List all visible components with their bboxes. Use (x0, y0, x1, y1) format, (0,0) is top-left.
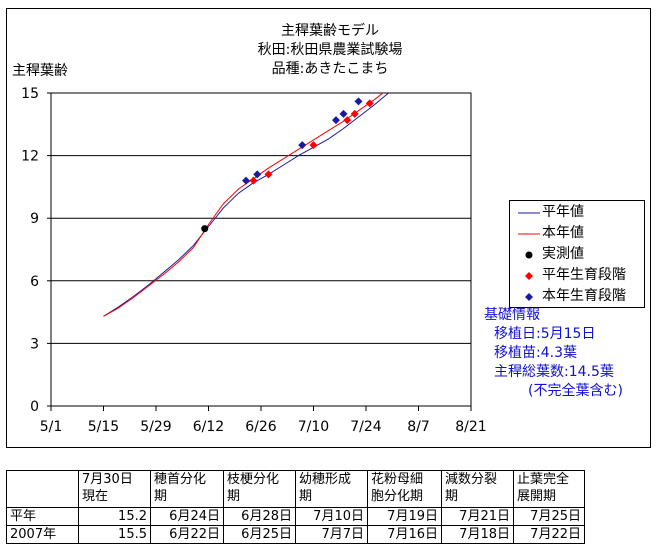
legend-label: 本年生育段階 (542, 288, 626, 304)
x-tick-label: 8/7 (407, 419, 430, 435)
stage-point (350, 109, 359, 118)
x-tick-label: 8/21 (455, 419, 486, 435)
table-header-cell: 7月30日 現在 (78, 470, 151, 508)
table-cell: 15.2 (78, 507, 151, 526)
table-header-cell: 止葉完全 展開期 (513, 470, 585, 508)
basic-info-line: 移植苗:4.3葉 (494, 345, 577, 361)
legend-line-swatch (518, 233, 540, 235)
x-tick-label: 5/15 (88, 419, 119, 435)
y-tick-label: 0 (30, 399, 39, 415)
growth-stage-table: 7月30日 現在 穂首分化 期 枝梗分化 期 幼穂形成 期 花粉母細 胞分化期 … (6, 470, 585, 544)
table-cell: 2007年 (6, 525, 79, 544)
table-cell: 7月19日 (367, 507, 442, 526)
table-header-cell: 幼穂形成 期 (295, 470, 368, 508)
table-row: 平年 15.2 6月24日 6月28日 7月10日 7月19日 7月21日 7月… (6, 507, 585, 526)
chart-title-line-2: 秋田:秋田県農業試験場 (257, 42, 403, 58)
leaf-age-chart: 0 3 6 9 12 15 5/1 5/15 5/29 6/12 6/26 7/10 7/24 8/7 8/… (21, 86, 487, 435)
table-header-cell: 花粉母細 胞分化期 (367, 470, 442, 508)
table-cell: 6月24日 (150, 507, 224, 526)
basic-info-line: 主稈総葉数:14.5葉 (494, 364, 614, 380)
legend-item-heinen-stage: 平年生育段階 (510, 266, 644, 284)
table-header-cell: 枝梗分化 期 (223, 470, 296, 508)
y-axis-label: 主稈葉齢 (12, 63, 68, 79)
legend-diamond-swatch (525, 272, 533, 280)
table-header-row: 7月30日 現在 穂首分化 期 枝梗分化 期 幼穂形成 期 花粉母細 胞分化期 … (6, 470, 585, 508)
table-row: 2007年 15.5 6月22日 6月25日 7月7日 7月16日 7月18日 … (6, 525, 585, 544)
table-cell: 7月25日 (513, 507, 585, 526)
y-tick-label: 6 (30, 274, 39, 290)
stage-point (343, 116, 352, 125)
stage-point (354, 97, 363, 106)
stage-point (264, 170, 273, 179)
y-tick-label: 12 (21, 149, 39, 165)
x-tick-label: 7/24 (350, 419, 382, 435)
table-cell: 7月7日 (295, 525, 368, 544)
legend-item-honen-stage: 本年生育段階 (510, 287, 644, 305)
chart-title-line-1: 主稈葉齢モデル (281, 23, 379, 39)
plot-area (50, 92, 472, 407)
stage-point (339, 109, 348, 118)
table-cell: 7月21日 (441, 507, 514, 526)
stage-point (242, 176, 250, 185)
table-cell: 6月28日 (223, 507, 296, 526)
stage-point (249, 176, 258, 185)
table-cell: 平年 (6, 507, 79, 526)
legend-line-swatch (518, 212, 540, 214)
stage-point (253, 170, 262, 179)
legend-diamond-swatch (525, 293, 533, 301)
measured-point (201, 225, 209, 233)
table-cell: 7月18日 (441, 525, 514, 544)
x-tick-label: 6/26 (245, 419, 277, 435)
table-header-cell: 減数分裂 期 (441, 470, 514, 508)
chart-frame (6, 8, 651, 448)
basic-info-heading: 基礎情報 (484, 307, 540, 323)
table-cell: 7月22日 (513, 525, 585, 544)
table-cell: 7月10日 (295, 507, 368, 526)
basic-info-line: (不完全葉含む) (528, 383, 623, 399)
y-tick-label: 3 (30, 336, 39, 352)
x-tick-label: 5/29 (140, 419, 171, 435)
legend-label: 実測値 (542, 246, 584, 262)
table-header-cell: 穂首分化 期 (150, 470, 224, 508)
basic-info-line: 移植日:5月15日 (494, 326, 596, 342)
stage-point (298, 141, 307, 150)
table-header-cell (6, 470, 79, 508)
stage-point (365, 99, 374, 108)
table-cell: 6月22日 (150, 525, 224, 544)
x-tick-label: 6/12 (193, 419, 224, 435)
table-cell: 6月25日 (223, 525, 296, 544)
legend-item-measured: 実測値 (510, 245, 644, 263)
chart-title-line-3: 品種:あきたこまち (271, 61, 389, 77)
legend-item-honen-line: 本年値 (510, 224, 644, 242)
legend-label: 平年生育段階 (542, 267, 626, 283)
y-tick-label: 9 (30, 211, 39, 227)
legend-label: 本年値 (542, 225, 584, 241)
table-cell: 15.5 (78, 525, 151, 544)
table-cell: 7月16日 (367, 525, 442, 544)
legend-item-heinen-line: 平年値 (510, 203, 644, 221)
stage-point (332, 116, 340, 125)
x-tick-label: 5/1 (40, 419, 63, 435)
legend-label: 平年値 (542, 204, 584, 220)
legend: 平年値 本年値 実測値 平年生育段階 本年生育段階 (509, 200, 645, 308)
x-tick-label: 7/10 (298, 419, 329, 435)
stage-point (309, 141, 318, 150)
y-tick-label: 15 (21, 86, 39, 102)
series-line (103, 93, 389, 317)
legend-dot-swatch (525, 251, 533, 259)
